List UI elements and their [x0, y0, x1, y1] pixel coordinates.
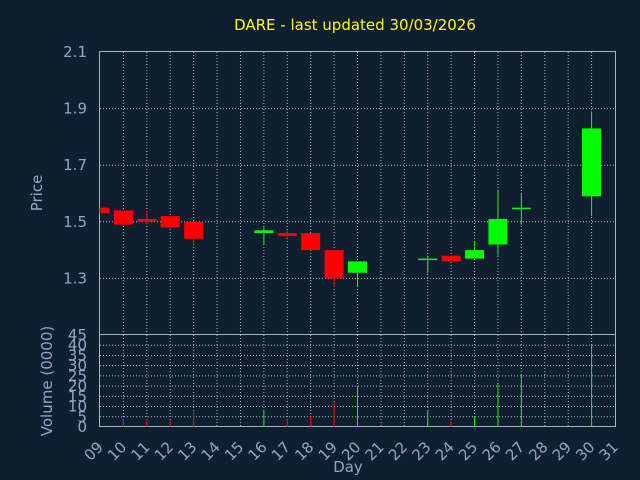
candle-body [348, 261, 367, 273]
x-tick-label: 10 [104, 438, 130, 464]
candle-body [324, 250, 344, 279]
volume-bars [122, 345, 593, 427]
price-tick-label: 1.7 [63, 156, 87, 174]
price-grid [100, 52, 615, 335]
candle-body [465, 250, 485, 259]
x-tick-label: 28 [525, 438, 551, 464]
x-tick-label: 21 [362, 438, 388, 464]
candle-body [101, 207, 110, 214]
volume-axis-label: Volume (0000) [38, 326, 56, 436]
chart-title: DARE - last updated 30/03/2026 [234, 16, 476, 34]
volume-tick-label: 35 [68, 346, 87, 364]
volume-tick-label: 20 [68, 377, 87, 395]
price-tick-label: 2.1 [63, 43, 87, 61]
candle-body [113, 210, 133, 225]
price-axis-label: Price [28, 175, 46, 212]
volume-tick-label: 15 [68, 387, 87, 405]
x-tick-label: 18 [291, 438, 317, 464]
x-tick-label: 26 [479, 438, 505, 464]
volume-tick-label: 30 [68, 357, 87, 375]
volume-tick-label: 45 [68, 326, 87, 344]
x-tick-label: 23 [408, 438, 434, 464]
candle-body [160, 216, 180, 228]
candle-body [137, 218, 157, 222]
candle-body [582, 128, 602, 197]
x-tick-label: 11 [127, 438, 153, 464]
x-tick-label: 27 [502, 438, 528, 464]
x-tick-label: 09 [81, 438, 107, 464]
candle-body [184, 221, 204, 239]
price-tick-label: 1.9 [63, 100, 87, 118]
candle-body [418, 258, 438, 261]
x-tick-label: 15 [221, 438, 247, 464]
candle-body [301, 233, 321, 251]
candle-body [488, 218, 508, 245]
price-tick-label: 1.3 [63, 269, 87, 287]
x-tick-label: 25 [455, 438, 481, 464]
x-tick-label: 14 [198, 438, 224, 464]
candle-body [254, 230, 274, 234]
x-tick-label: 12 [151, 438, 177, 464]
candle-body [277, 233, 297, 236]
volume-tick-label: 5 [77, 408, 87, 426]
candle-body [511, 207, 531, 210]
volume-tick-label: 0 [77, 418, 87, 436]
price-axis-ticks: 2.1 1.9 1.7 1.5 1.3 [63, 43, 87, 287]
x-tick-label: 30 [572, 438, 598, 464]
volume-tick-label: 10 [68, 398, 87, 416]
x-tick-label: 17 [268, 438, 294, 464]
volume-tick-label: 40 [68, 336, 87, 354]
x-tick-label: 22 [385, 438, 411, 464]
x-axis-label: Day [333, 458, 363, 476]
x-tick-label: 13 [174, 438, 200, 464]
candle-body [441, 255, 461, 262]
x-tick-label: 31 [596, 438, 622, 464]
price-tick-label: 1.5 [63, 213, 87, 231]
candles [99, 111, 602, 287]
volume-tick-label: 25 [68, 367, 87, 385]
x-tick-label: 24 [432, 438, 458, 464]
x-tick-label: 16 [244, 438, 270, 464]
x-tick-label: 29 [549, 438, 575, 464]
volume-grid [100, 335, 615, 427]
